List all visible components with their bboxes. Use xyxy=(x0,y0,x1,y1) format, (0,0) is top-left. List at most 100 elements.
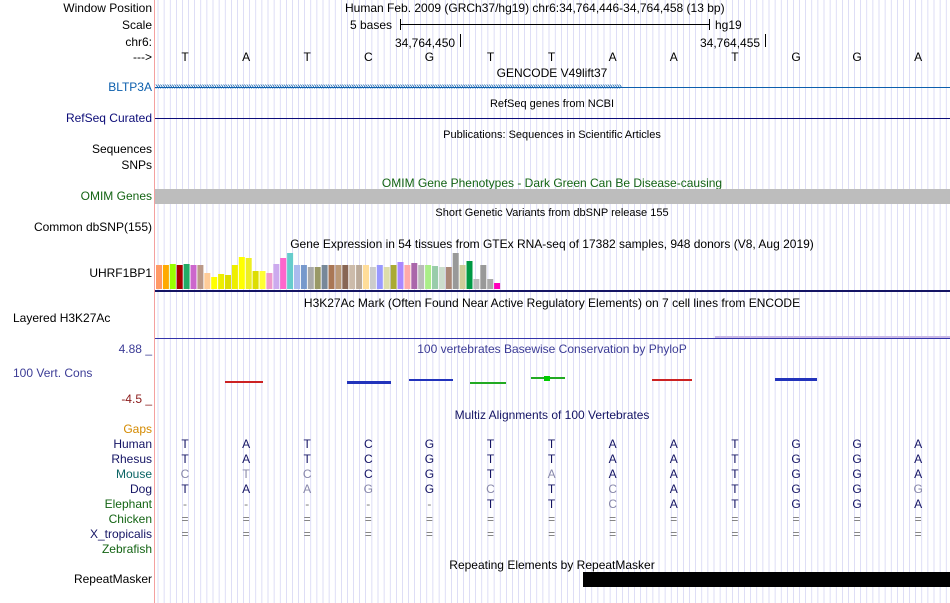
gtex-tissue-bar xyxy=(452,253,459,289)
gene-feature-bltp3a[interactable]: ››››››››››››››››››››››››››››››››››››››››… xyxy=(155,80,950,94)
track-label-column: Window Position Scale chr6: ---> BLTP3A … xyxy=(0,0,154,603)
gtex-track-title: Gene Expression in 54 tissues from GTEx … xyxy=(290,237,814,251)
sequences-track-label[interactable]: Sequences xyxy=(91,142,152,156)
conservation-plot xyxy=(225,376,817,384)
gtex-tissue-bar xyxy=(425,265,432,289)
alignment-base: T xyxy=(731,467,739,481)
gtex-tissue-bar xyxy=(390,265,397,289)
gtex-tissue-bar xyxy=(363,265,369,289)
conservation-track-label[interactable]: 100 Vert. Cons xyxy=(13,366,93,380)
repeatmasker-track-title: Repeating Elements by RepeatMasker xyxy=(449,558,655,572)
gtex-bar-chart[interactable] xyxy=(155,250,950,292)
alignment-base: - xyxy=(305,497,310,511)
window-position-label: Window Position xyxy=(63,1,152,15)
scale-bar-label: 5 bases xyxy=(350,18,393,32)
gtex-tissue-bar xyxy=(342,265,349,289)
alignment-base: G xyxy=(852,467,862,481)
phylop-mark-3 xyxy=(409,379,453,381)
alignment-base: - xyxy=(183,497,187,511)
alignment-base: T xyxy=(486,452,495,466)
alignment-base: A xyxy=(669,467,678,481)
alignment-base: A xyxy=(242,437,251,451)
h3k27ac-signal-baseline xyxy=(155,338,950,339)
repeatmasker-feature[interactable] xyxy=(583,572,950,587)
gtex-tissue-bar xyxy=(245,258,252,289)
alignment-base: A xyxy=(914,452,923,466)
alignment-base: C xyxy=(608,497,618,511)
alignment-base: A xyxy=(608,452,617,466)
gtex-tissue-bar xyxy=(307,267,314,289)
gtex-tissue-bar xyxy=(231,265,238,289)
gtex-tissue-bar xyxy=(404,265,411,289)
gaps-label: Gaps xyxy=(123,422,152,436)
alignment-base: = xyxy=(609,512,617,526)
h3k27ac-signal xyxy=(715,336,950,338)
gtex-tissue-bar xyxy=(335,265,342,289)
scale-label: Scale xyxy=(121,18,152,32)
alignment-base: G xyxy=(424,467,435,481)
chrom-label: chr6: xyxy=(125,35,152,49)
gtex-tissue-bar xyxy=(176,265,183,289)
omim-track-title: OMIM Gene Phenotypes - Dark Green Can Be… xyxy=(381,176,723,190)
gtex-tissue-bar xyxy=(418,265,425,289)
gtex-tissue-bar xyxy=(349,265,356,289)
alignment-base: - xyxy=(244,497,249,511)
alignment-base: G xyxy=(852,497,862,511)
alignment-base: = xyxy=(731,512,739,526)
alignment-base: = xyxy=(486,512,495,526)
gtex-tissue-bar xyxy=(280,258,287,289)
repeatmasker-track-label[interactable]: RepeatMasker xyxy=(73,572,152,586)
gtex-track-label[interactable]: UHRF1BP1 xyxy=(89,266,152,280)
alignment-base: = xyxy=(670,527,678,541)
track-area[interactable]: Human Feb. 2009 (GRCh37/hg19) chr6:34,76… xyxy=(155,0,950,603)
alignment-base: G xyxy=(363,482,373,496)
snps-track-label[interactable]: SNPs xyxy=(121,158,152,172)
alignment-base: = xyxy=(242,527,250,541)
alignment-base: G xyxy=(424,452,435,466)
gtex-tissue-bar xyxy=(294,265,300,289)
alignment-base: T xyxy=(181,437,189,451)
refseq-track-label[interactable]: RefSeq Curated xyxy=(65,111,152,125)
species-label-x_tropicalis: X_tropicalis xyxy=(89,527,152,541)
base-4: G xyxy=(424,50,435,64)
alignment-base: T xyxy=(303,437,311,451)
label-divider xyxy=(154,0,155,603)
gtex-tissue-bar xyxy=(480,265,487,289)
h3k27ac-track-label[interactable]: Layered H3K27Ac xyxy=(13,311,111,325)
base-1: A xyxy=(242,50,251,64)
alignment-base: A xyxy=(914,497,923,511)
alignment-base: T xyxy=(731,437,739,451)
gtex-tissue-bar xyxy=(204,273,211,289)
base-2: T xyxy=(303,50,311,64)
window-position-text: Human Feb. 2009 (GRCh37/hg19) chr6:34,76… xyxy=(345,1,725,15)
assembly-label: hg19 xyxy=(715,18,742,32)
phylop-mark-8 xyxy=(775,378,817,381)
base-3: C xyxy=(363,50,373,64)
gtex-tissue-bar xyxy=(300,265,307,289)
gtex-tissue-bar xyxy=(356,265,363,289)
alignment-base: = xyxy=(731,527,739,541)
alignment-base: A xyxy=(914,467,923,481)
h3k27ac-track-title: H3K27Ac Mark (Often Found Near Active Re… xyxy=(303,296,801,310)
base-8: A xyxy=(669,50,678,64)
omim-feature-bar[interactable] xyxy=(155,189,950,204)
base-10: G xyxy=(791,50,801,64)
scale-bar-right-end xyxy=(709,19,710,30)
omim-track-label[interactable]: OMIM Genes xyxy=(80,189,152,203)
ruler-tick-1 xyxy=(460,34,461,47)
gtex-tissue-bar xyxy=(438,267,445,289)
alignment-base: G xyxy=(424,437,435,451)
alignment-base: = xyxy=(853,512,861,526)
refseq-track-title: RefSeq genes from NCBI xyxy=(489,98,615,110)
gtex-tissue-bar xyxy=(432,266,438,289)
alignment-base: C xyxy=(363,437,373,451)
dbsnp-track-label[interactable]: Common dbSNP(155) xyxy=(33,220,152,234)
gene-track-label[interactable]: BLTP3A xyxy=(108,80,152,94)
gene-feature-line xyxy=(155,87,950,88)
base-5: T xyxy=(486,50,495,64)
alignment-base: G xyxy=(424,482,435,496)
refseq-feature-line[interactable] xyxy=(155,118,950,119)
gtex-tissue-bar xyxy=(156,265,162,289)
conservation-min-label: -4.5 _ xyxy=(121,392,152,406)
